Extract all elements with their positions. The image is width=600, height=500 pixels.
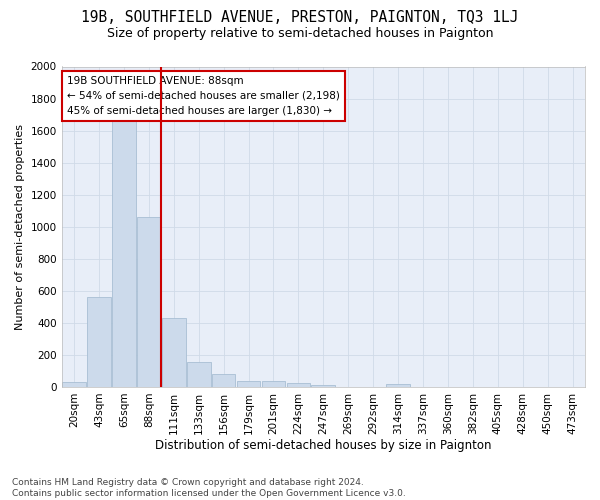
X-axis label: Distribution of semi-detached houses by size in Paignton: Distribution of semi-detached houses by … xyxy=(155,440,491,452)
Y-axis label: Number of semi-detached properties: Number of semi-detached properties xyxy=(15,124,25,330)
Bar xyxy=(262,382,286,387)
Bar xyxy=(112,76,136,387)
Bar xyxy=(187,362,211,387)
Bar xyxy=(287,384,310,387)
Bar xyxy=(386,384,410,387)
Bar xyxy=(162,318,185,387)
Bar xyxy=(311,384,335,387)
Bar xyxy=(237,382,260,387)
Bar xyxy=(87,297,111,387)
Text: 19B, SOUTHFIELD AVENUE, PRESTON, PAIGNTON, TQ3 1LJ: 19B, SOUTHFIELD AVENUE, PRESTON, PAIGNTO… xyxy=(81,10,519,25)
Bar xyxy=(137,217,161,387)
Text: Size of property relative to semi-detached houses in Paignton: Size of property relative to semi-detach… xyxy=(107,28,493,40)
Bar xyxy=(212,374,235,387)
Bar xyxy=(62,382,86,387)
Text: 19B SOUTHFIELD AVENUE: 88sqm
← 54% of semi-detached houses are smaller (2,198)
4: 19B SOUTHFIELD AVENUE: 88sqm ← 54% of se… xyxy=(67,76,340,116)
Text: Contains HM Land Registry data © Crown copyright and database right 2024.
Contai: Contains HM Land Registry data © Crown c… xyxy=(12,478,406,498)
